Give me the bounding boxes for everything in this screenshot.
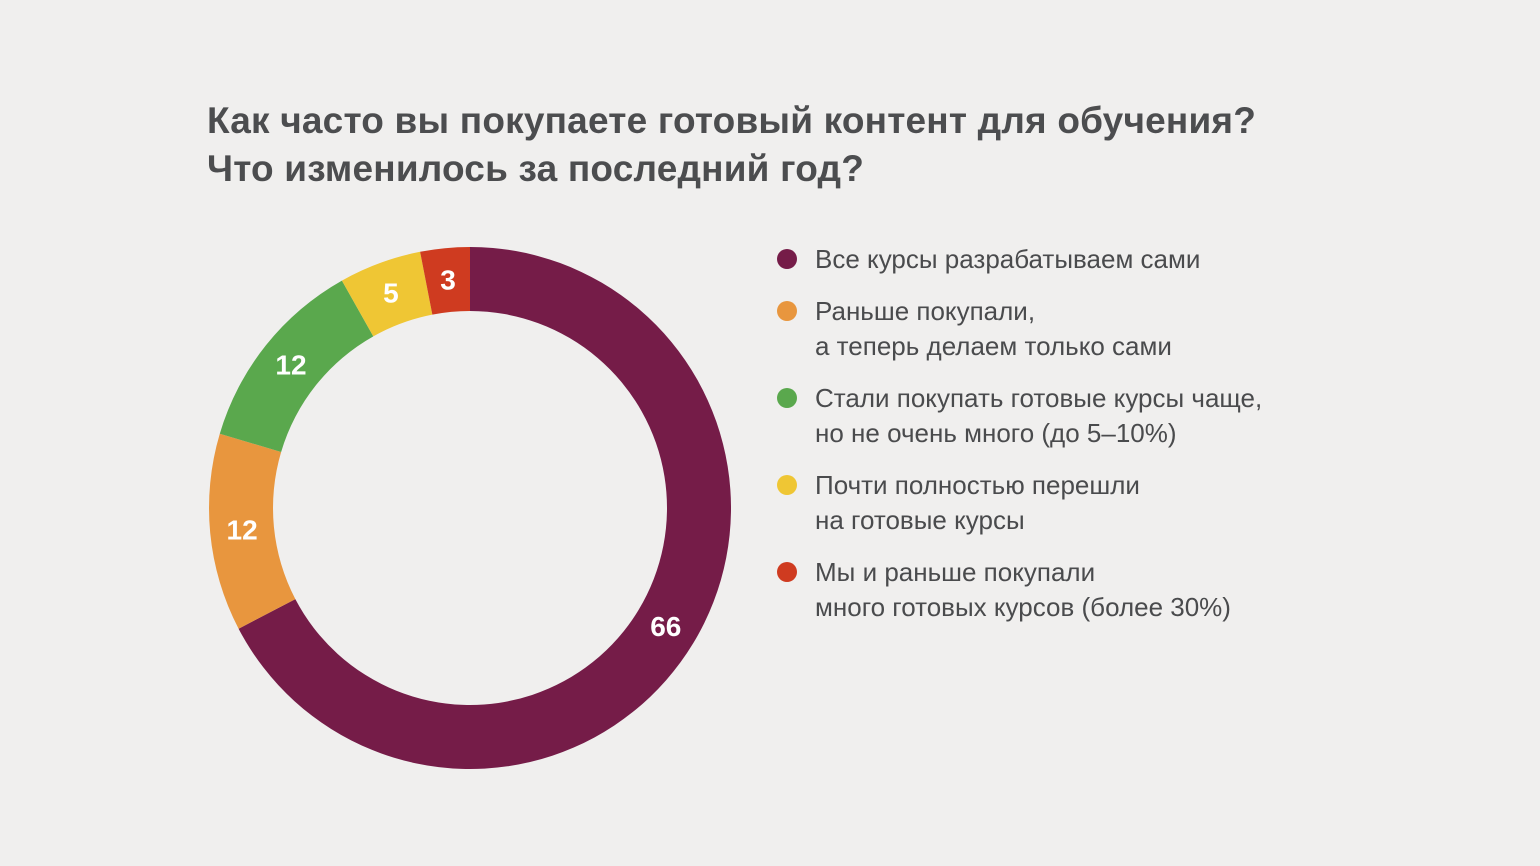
legend-item-label: Раньше покупали, а теперь делаем только с… (815, 294, 1172, 364)
legend-item-4: Почти полностью перешли на готовые курсы (777, 468, 1377, 538)
legend-label-line: Стали покупать готовые курсы чаще, (815, 383, 1263, 413)
donut-segment-value-label: 12 (275, 350, 306, 381)
legend-label-line: Мы и раньше покупали (815, 557, 1096, 587)
legend-label-line: Все курсы разрабатываем сами (815, 244, 1201, 274)
legend-item-label: Стали покупать готовые курсы чаще, но не … (815, 381, 1262, 451)
legend-label-line: Раньше покупали, (815, 296, 1036, 326)
chart-title: Как часто вы покупаете готовый контент д… (207, 97, 1327, 193)
donut-segment-value-label: 12 (227, 515, 258, 546)
legend-swatch-icon (777, 249, 797, 269)
legend-label-line: на готовые курсы (815, 505, 1025, 535)
chart-title-line-2: Что изменилось за последний год? (207, 148, 865, 189)
legend-item-label: Мы и раньше покупали много готовых курсов… (815, 555, 1231, 625)
chart-title-line-1: Как часто вы покупаете готовый контент д… (207, 100, 1257, 141)
legend-swatch-icon (777, 388, 797, 408)
legend-item-label: Все курсы разрабатываем сами (815, 242, 1200, 277)
legend-label-line: а теперь делаем только сами (815, 331, 1172, 361)
legend-swatch-icon (777, 562, 797, 582)
donut-chart-svg: 66 12 12 5 3 (209, 247, 731, 769)
donut-chart: 66 12 12 5 3 (209, 247, 731, 769)
donut-segment-value-label: 66 (650, 611, 681, 642)
legend-item-1: Все курсы разрабатываем сами (777, 242, 1377, 277)
legend-label-line: Почти полностью перешли (815, 470, 1140, 500)
legend-item-2: Раньше покупали, а теперь делаем только с… (777, 294, 1377, 364)
chart-legend: Все курсы разрабатываем сами Раньше покуп… (777, 242, 1377, 625)
legend-item-label: Почти полностью перешли на готовые курсы (815, 468, 1140, 538)
legend-swatch-icon (777, 301, 797, 321)
donut-segment-value-label: 3 (440, 265, 456, 296)
legend-swatch-icon (777, 475, 797, 495)
donut-segment-2 (209, 433, 296, 629)
donut-segment-5 (420, 247, 470, 315)
legend-label-line: много готовых курсов (более 30%) (815, 592, 1231, 622)
donut-segment-3 (219, 280, 374, 452)
donut-segment-4 (341, 251, 433, 337)
donut-segment-value-label: 5 (383, 278, 399, 309)
legend-label-line: но не очень много (до 5–10%) (815, 418, 1177, 448)
legend-item-3: Стали покупать готовые курсы чаще, но не … (777, 381, 1377, 451)
legend-item-5: Мы и раньше покупали много готовых курсов… (777, 555, 1377, 625)
